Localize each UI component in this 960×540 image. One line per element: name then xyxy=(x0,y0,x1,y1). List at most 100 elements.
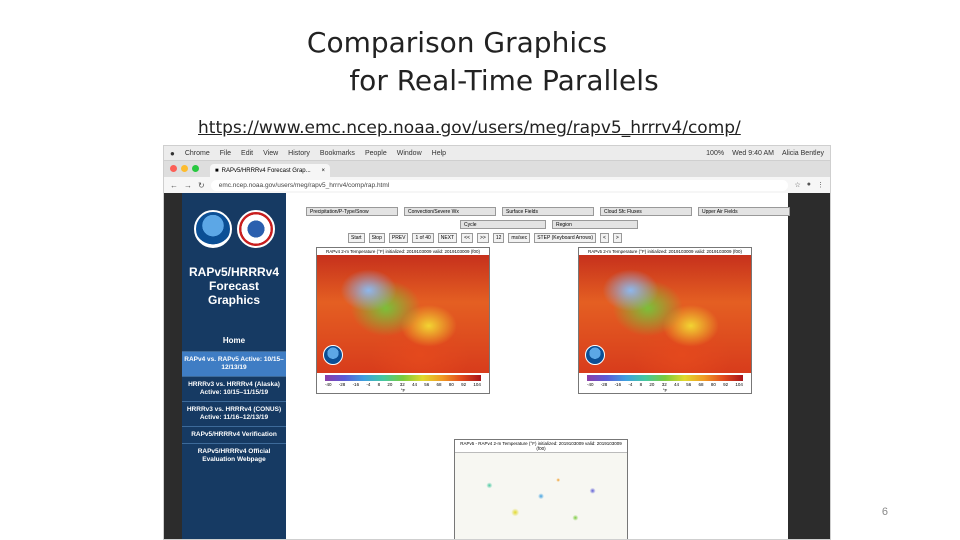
animation-controls: Start Stop PREV 1 of 40 NEXT << >> 12 ms… xyxy=(348,233,622,243)
tick: -40 xyxy=(325,382,332,387)
difference-map-caption: RAPv5 - RAPv4 2-m Temperature (°F) initi… xyxy=(460,441,622,451)
faster-button[interactable]: >> xyxy=(476,233,489,243)
menu-app-name[interactable]: Chrome xyxy=(184,149,210,157)
rapv5-map-caption: RAPv5 2-m Temperature (°F) initialized: … xyxy=(587,249,743,254)
surface-select[interactable]: Surface Fields xyxy=(502,207,594,216)
color-scale-bar xyxy=(587,375,743,381)
tab-title: RAPv5/HRRRv4 Forecast Grap... xyxy=(221,167,311,174)
url-input[interactable]: emc.ncep.noaa.gov/users/meg/rapv5_hrrrv4… xyxy=(210,179,789,191)
nav-hrrr-alaska[interactable]: HRRRv3 vs. HRRRv4 (Alaska) Active: 10/15… xyxy=(182,376,286,401)
cloud-select[interactable]: Cloud Sfc Fluxes xyxy=(600,207,692,216)
slide-url-link[interactable]: https://www.emc.ncep.noaa.gov/users/meg/… xyxy=(198,118,741,138)
tick: 56 xyxy=(424,382,430,387)
upper-air-select[interactable]: Upper Air Fields xyxy=(698,207,790,216)
tick: 92 xyxy=(723,382,729,387)
star-icon[interactable]: ☆ xyxy=(794,182,801,189)
step-back-button[interactable]: < xyxy=(599,233,609,243)
tick: 56 xyxy=(686,382,692,387)
menu-edit[interactable]: Edit xyxy=(241,149,254,157)
slower-button[interactable]: << xyxy=(461,233,473,243)
menu-people[interactable]: People xyxy=(364,149,387,157)
tab-bar: ■ RAPv5/HRRRv4 Forecast Grap... × xyxy=(164,161,830,177)
step-label: STEP (Keyboard Arrows) xyxy=(534,233,596,243)
nws-logo xyxy=(236,210,275,248)
browser-tab[interactable]: ■ RAPv5/HRRRv4 Forecast Grap... × xyxy=(210,164,330,177)
close-window-icon[interactable] xyxy=(170,165,177,172)
nav-home[interactable]: Home xyxy=(222,336,246,345)
tick: -16 xyxy=(352,382,360,387)
menu-bookmarks[interactable]: Bookmarks xyxy=(319,149,355,157)
sidebar-title: RAPv5/HRRRv4 Forecast Graphics xyxy=(188,265,280,307)
unit-label: °F xyxy=(400,388,406,393)
rapv4-temperature-map xyxy=(317,255,489,373)
stop-button[interactable]: Stop xyxy=(368,233,385,243)
tick: 44 xyxy=(411,382,417,387)
precip-select[interactable]: Precipitation/P-Type/Snow xyxy=(306,207,398,216)
difference-map-panel[interactable]: RAPv5 - RAPv4 2-m Temperature (°F) initi… xyxy=(454,439,628,539)
profile-icon[interactable]: ● xyxy=(806,181,811,188)
slide-title: Comparison Graphics for Real-Time Parall… xyxy=(0,24,960,100)
tick: 104 xyxy=(735,382,743,387)
menu-help[interactable]: Help xyxy=(431,149,447,157)
nav-rap-compare[interactable]: RAPv4 vs. RAPv5 Active: 10/15–12/13/19 xyxy=(182,351,286,376)
nav-verification[interactable]: RAPv5/HRRRv4 Verification xyxy=(182,426,286,443)
main-content: Precipitation/P-Type/Snow Convection/Sev… xyxy=(286,193,790,539)
menu-history[interactable]: History xyxy=(288,149,310,157)
apple-icon[interactable]: ● xyxy=(170,148,175,158)
tick: 20 xyxy=(649,382,655,387)
prev-button[interactable]: PREV xyxy=(388,233,409,243)
menu-dots-icon[interactable]: ⋮ xyxy=(817,182,824,189)
tick: 80 xyxy=(448,382,454,387)
favicon-icon: ■ xyxy=(215,167,219,174)
tick: -4 xyxy=(628,382,633,387)
maximize-window-icon[interactable] xyxy=(192,165,199,172)
slide-number: 6 xyxy=(881,506,888,518)
browser-screenshot: ● Chrome File Edit View History Bookmark… xyxy=(163,145,831,540)
tick: -28 xyxy=(600,382,608,387)
menu-view[interactable]: View xyxy=(263,149,279,157)
region-select[interactable]: Region xyxy=(552,220,638,229)
color-scale-ticks: -40 -28 -16 -4 8 20 32 44 56 68 80 92 10… xyxy=(587,382,743,387)
battery-status: 100% xyxy=(706,149,725,157)
menu-file[interactable]: File xyxy=(219,149,232,157)
rapv4-map-panel[interactable]: RAPv4 2-m Temperature (°F) initialized: … xyxy=(316,247,490,394)
color-scale-ticks: -40 -28 -16 -4 8 20 32 44 56 68 80 92 10… xyxy=(325,382,481,387)
tick: -28 xyxy=(338,382,346,387)
tick: 32 xyxy=(399,382,405,387)
tick: 68 xyxy=(698,382,704,387)
reload-icon[interactable]: ↻ xyxy=(198,180,205,190)
tick: 20 xyxy=(387,382,393,387)
tab-close-icon[interactable]: × xyxy=(321,167,325,174)
minimize-window-icon[interactable] xyxy=(181,165,188,172)
tick: -4 xyxy=(366,382,371,387)
rapv5-map-panel[interactable]: RAPv5 2-m Temperature (°F) initialized: … xyxy=(578,247,752,394)
speed-unit: ms/sec xyxy=(508,233,531,243)
back-icon[interactable]: ← xyxy=(170,180,178,190)
tick: 8 xyxy=(639,382,643,387)
tick: -16 xyxy=(614,382,622,387)
sidebar: RAPv5/HRRRv4 Forecast Graphics Home RAPv… xyxy=(182,193,286,539)
cycle-select[interactable]: Cycle xyxy=(460,220,546,229)
start-button[interactable]: Start xyxy=(348,233,365,243)
forward-icon[interactable]: → xyxy=(184,180,192,190)
unit-label: °F xyxy=(662,388,668,393)
convection-select[interactable]: Convection/Severe Wx xyxy=(404,207,496,216)
logos xyxy=(182,193,286,265)
step-forward-button[interactable]: > xyxy=(612,233,622,243)
sidebar-nav: Home RAPv4 vs. RAPv5 Active: 10/15–12/13… xyxy=(182,331,286,468)
nav-hrrr-conus[interactable]: HRRRv3 vs. HRRRv4 (CONUS) Active: 11/16–… xyxy=(182,401,286,426)
tick: 44 xyxy=(673,382,679,387)
nav-evaluation[interactable]: RAPv5/HRRRv4 Official Evaluation Webpage xyxy=(182,443,286,468)
tick: 8 xyxy=(377,382,381,387)
user-name[interactable]: Alicia Bentley xyxy=(781,149,824,157)
menu-window[interactable]: Window xyxy=(396,149,422,157)
tick: -40 xyxy=(587,382,594,387)
next-button[interactable]: NEXT xyxy=(437,233,458,243)
cycle-region-row: Cycle Region xyxy=(460,220,638,229)
tick: 92 xyxy=(461,382,467,387)
mac-menubar: ● Chrome File Edit View History Bookmark… xyxy=(164,146,830,161)
field-selectors: Precipitation/P-Type/Snow Convection/Sev… xyxy=(306,207,790,216)
color-scale-bar xyxy=(325,375,481,381)
rapv5-temperature-map xyxy=(579,255,751,373)
tick: 104 xyxy=(473,382,481,387)
